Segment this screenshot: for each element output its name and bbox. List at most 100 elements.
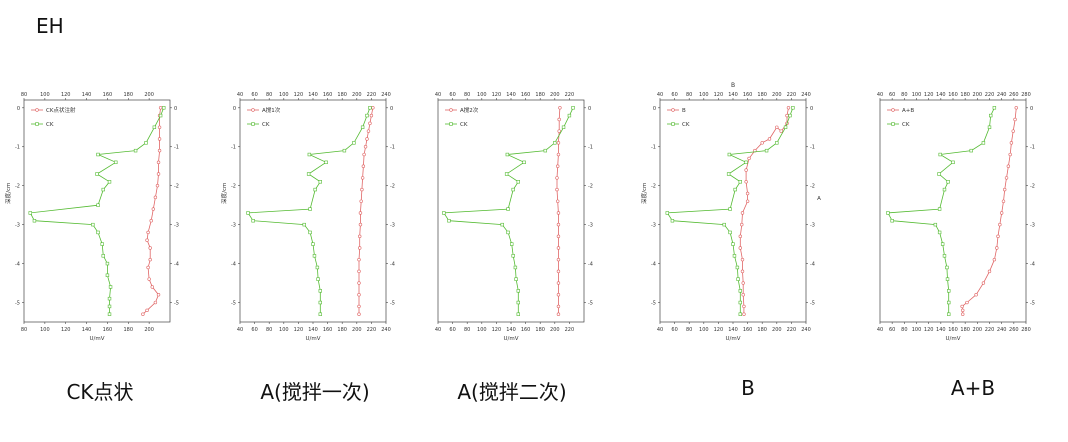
x-tick-label-bottom: 200 (973, 327, 983, 333)
data-point (358, 246, 362, 250)
data-point (732, 254, 737, 258)
y-tick-label-left: -2 (15, 184, 20, 190)
x-tick-label-bottom: 220 (565, 327, 575, 333)
data-point (107, 296, 112, 301)
legend-label: CK (262, 122, 270, 128)
x-tick-label-bottom: 200 (550, 327, 560, 333)
data-point (506, 207, 510, 211)
data-point (556, 234, 561, 239)
data-point (764, 148, 769, 153)
x-tick-label-bottom: 40 (435, 327, 441, 333)
data-point (368, 106, 372, 110)
data-point (151, 207, 156, 211)
data-point (150, 285, 154, 289)
x-tick-label-top: 220 (565, 92, 575, 98)
x-tick-label-bottom: 120 (714, 327, 724, 333)
data-point (153, 195, 158, 200)
data-point (744, 180, 748, 184)
data-point (358, 222, 363, 227)
data-point (357, 304, 361, 309)
y-tick-label-right: -4 (810, 262, 815, 268)
data-point (306, 172, 311, 176)
chart-panel-1: 80 100 120 140 160 180 200 80 100 120 140 160 180 200… (4, 70, 190, 360)
data-point (731, 242, 735, 246)
x-tick-label-bottom: 280 (1021, 327, 1031, 333)
legend-label: CK (46, 122, 54, 128)
data-point (149, 219, 153, 223)
x-tick-label-bottom: 60 (449, 327, 455, 333)
x-tick-label-top: 140 (308, 92, 318, 98)
right-axis-label: A (817, 196, 821, 202)
x-tick-label-top: 200 (550, 92, 560, 98)
x-tick-label-bottom: 120 (61, 327, 71, 333)
data-point (1004, 176, 1009, 180)
x-axis-label: U/mV (90, 336, 105, 342)
data-point (722, 222, 726, 227)
data-point (728, 207, 732, 211)
y-axis-label: 深度/cm (640, 183, 648, 204)
x-tick-label-top: 60 (449, 92, 455, 98)
y-tick-label-left: -3 (15, 223, 20, 229)
data-point (28, 211, 32, 215)
x-tick-label-top: 280 (1021, 92, 1031, 98)
legend-marker (449, 108, 453, 112)
x-tick-label-bottom: 100 (912, 327, 922, 333)
series-line-0 (142, 107, 161, 315)
x-tick-label-top: 120 (714, 92, 724, 98)
x-tick-label-top: 160 (323, 92, 333, 98)
x-tick-label-top: 260 (1009, 92, 1019, 98)
x-tick-label-top: 80 (901, 92, 907, 98)
y-tick-label-right: -2 (810, 184, 815, 190)
data-point (108, 285, 113, 289)
legend-label: A搅1次 (262, 106, 281, 114)
y-tick-label-right: -5 (174, 301, 179, 307)
data-point (742, 312, 746, 316)
data-point (513, 265, 518, 270)
data-point (365, 137, 369, 141)
data-point (442, 211, 446, 215)
x-tick-label-top: 100 (912, 92, 922, 98)
x-tick-label-bottom: 140 (506, 327, 516, 333)
y-tick-label-right: 0 (390, 106, 393, 112)
data-point (505, 152, 510, 157)
plot-frame (437, 99, 585, 323)
page-title: EH (36, 14, 64, 38)
x-tick-label-bottom: 140 (936, 327, 946, 333)
data-point (940, 242, 945, 246)
data-point (556, 269, 561, 274)
data-point (500, 222, 504, 227)
data-point (942, 254, 947, 258)
data-point (1013, 117, 1017, 122)
data-point (738, 234, 743, 239)
y-tick-label-right: -1 (390, 145, 395, 151)
data-point (148, 257, 152, 262)
x-tick-label-top: 80 (21, 92, 27, 98)
y-tick-label-left: -4 (231, 262, 236, 268)
data-point (567, 113, 572, 118)
x-tick-label-bottom: 40 (877, 327, 883, 333)
data-point (556, 293, 561, 297)
data-point (506, 230, 510, 235)
data-point (556, 141, 561, 145)
data-point (318, 312, 323, 316)
x-tick-label-top: 100 (699, 92, 709, 98)
y-tick-label-left: -2 (651, 184, 656, 190)
data-point (516, 289, 521, 293)
data-point (1008, 152, 1012, 157)
data-point (736, 277, 740, 281)
y-tick-label-right: -1 (174, 145, 179, 151)
data-point (740, 222, 744, 227)
data-point (107, 312, 112, 316)
x-tick-label-top: 220 (787, 92, 797, 98)
x-tick-label-bottom: 60 (671, 327, 677, 333)
y-tick-label-left: -5 (15, 301, 20, 307)
data-point (100, 242, 104, 246)
data-point (308, 230, 312, 235)
data-point (742, 304, 746, 309)
data-point (738, 180, 743, 184)
data-point (522, 160, 526, 165)
x-tick-label-bottom: 140 (728, 327, 738, 333)
data-point (357, 281, 361, 285)
y-axis-label: 深度/cm (220, 183, 228, 204)
x-tick-label-bottom: 220 (787, 327, 797, 333)
